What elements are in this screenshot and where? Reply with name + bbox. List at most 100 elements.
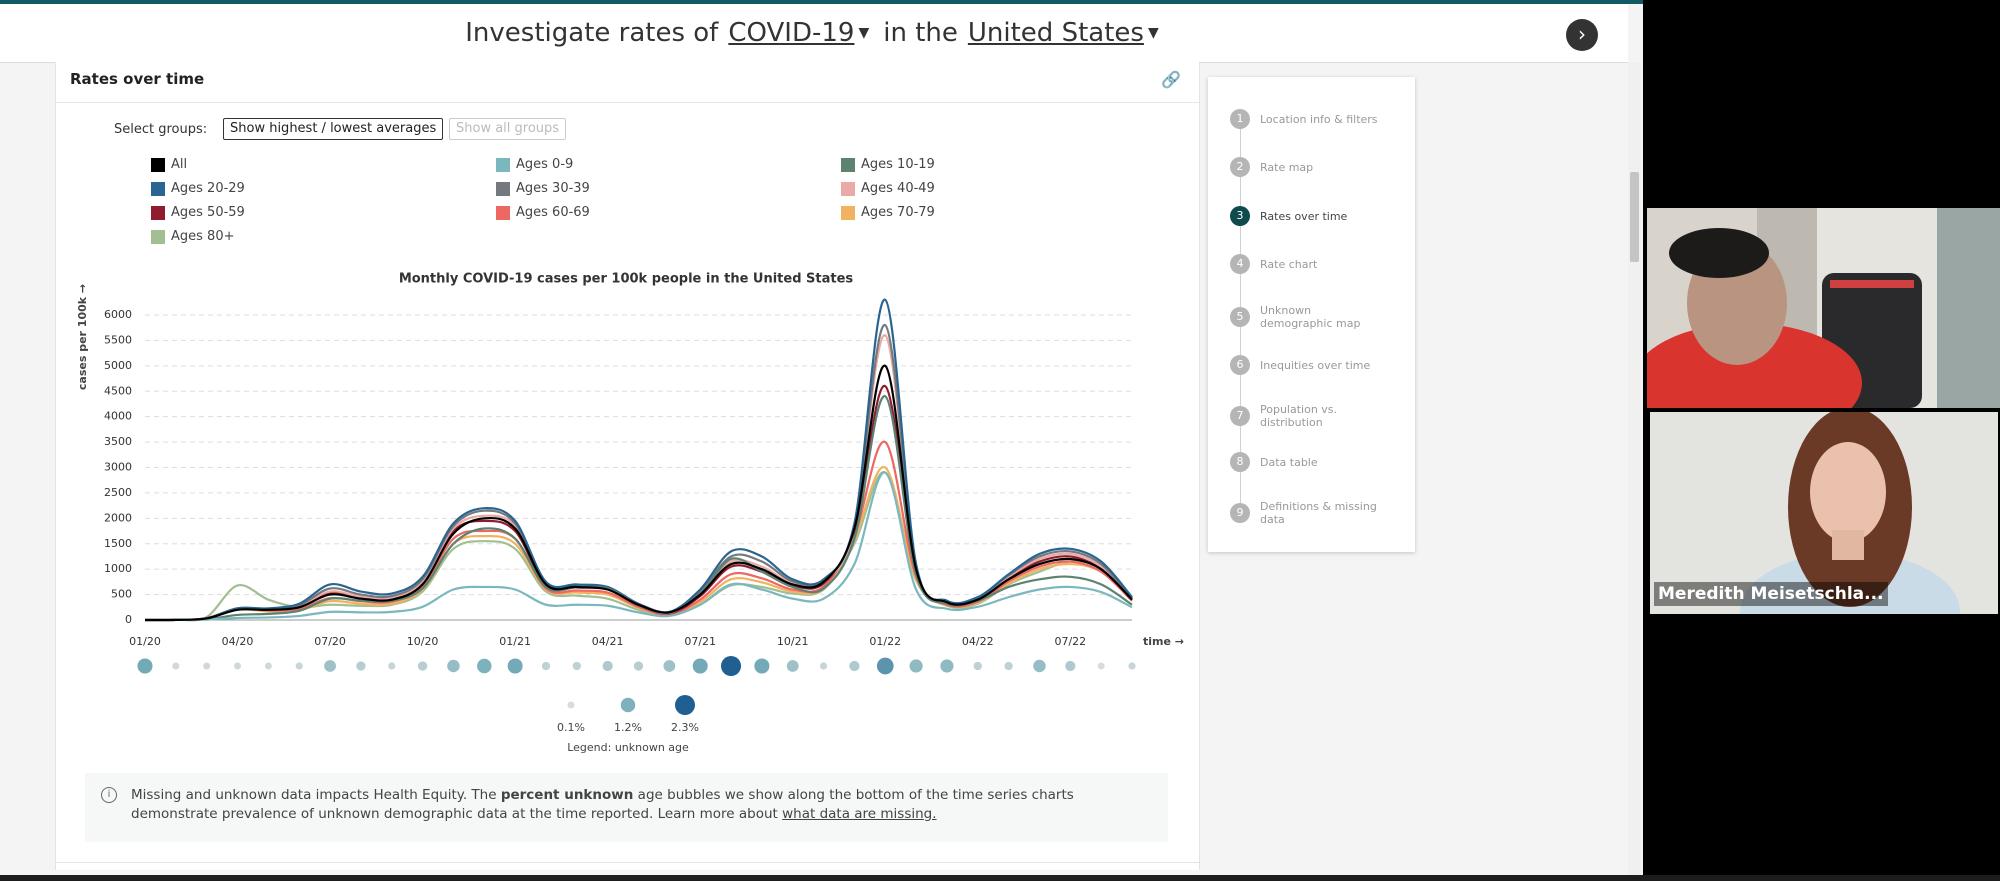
step-label: Data table	[1260, 455, 1318, 469]
legend-label: Ages 70-79	[861, 205, 935, 220]
series-line	[144, 440, 1133, 622]
participant-name: Meredith Meisetschla...	[1654, 582, 1888, 606]
scroll-thumb[interactable]	[1630, 172, 1639, 262]
legend-label: Ages 60-69	[516, 205, 590, 220]
legend-label: Ages 0-9	[516, 157, 574, 172]
app-window: Investigate rates of COVID-19 ▼ in the Un…	[0, 0, 1643, 875]
legend-swatch	[496, 157, 510, 172]
y-tick-label: 2500	[104, 486, 132, 499]
legend-swatch	[841, 181, 855, 196]
x-tick-label: 10/21	[777, 635, 809, 648]
bubble-legend-title: Legend: unknown age	[567, 741, 689, 754]
caret: ▼	[1147, 25, 1159, 41]
legend-item[interactable]: Ages 0-9	[496, 157, 573, 172]
nav-step[interactable]: 5 Unknown demographic map	[1230, 304, 1410, 330]
x-tick-label: 01/22	[869, 635, 901, 648]
card-divider	[56, 862, 1199, 871]
y-tick-label: 1500	[104, 537, 132, 550]
y-tick-label: 4000	[104, 410, 132, 423]
x-tick-label: 01/21	[499, 635, 531, 648]
unknown-bubble	[1065, 660, 1076, 672]
legend-swatch	[151, 157, 165, 172]
nav-step[interactable]: 6 Inequities over time	[1230, 355, 1410, 375]
series-line	[144, 334, 1133, 622]
unknown-bubble	[541, 661, 551, 671]
legend-label: All	[171, 157, 188, 172]
unknown-bubble	[876, 657, 894, 675]
info-link[interactable]: what data are missing.	[782, 806, 937, 822]
y-tick-label: 3500	[104, 435, 132, 448]
y-tick-label: 5000	[104, 359, 132, 372]
step-label: Rates over time	[1260, 209, 1348, 223]
series-line	[144, 395, 1133, 622]
step-label: Unknown demographic map	[1260, 304, 1361, 330]
toggle-button[interactable]: Show all groups	[449, 118, 567, 140]
header-connector: in the	[883, 18, 958, 48]
header-bar: Investigate rates of COVID-19 ▼ in the Un…	[0, 4, 1628, 63]
y-tick-label: 5500	[104, 333, 132, 346]
unknown-bubble	[692, 658, 708, 674]
chair-stripe	[1830, 280, 1914, 288]
legend-item[interactable]: All	[151, 157, 187, 172]
unknown-bubble	[356, 661, 366, 671]
nav-step[interactable]: 8 Data table	[1230, 452, 1410, 472]
series-line	[144, 385, 1133, 622]
legend-item[interactable]: Ages 40-49	[841, 181, 935, 196]
unknown-bubble	[786, 660, 799, 672]
nav-step[interactable]: 7 Population vs. distribution	[1230, 403, 1410, 429]
x-tick-label: 04/20	[222, 635, 254, 648]
nav-step[interactable]: 4 Rate chart	[1230, 254, 1410, 274]
unknown-bubble	[234, 662, 242, 670]
step-number: 7	[1230, 406, 1250, 426]
card-header: Rates over time 🔗	[56, 62, 1199, 103]
x-tick-label: 07/22	[1054, 635, 1086, 648]
legend-item[interactable]: Ages 80+	[151, 229, 234, 244]
legend-swatch	[151, 205, 165, 220]
legend-bubble	[567, 701, 575, 709]
legend-label: Ages 30-39	[516, 181, 590, 196]
series-line	[144, 364, 1133, 622]
unknown-bubble	[137, 658, 153, 674]
unknown-bubble	[172, 662, 180, 670]
y-tick-label: 1000	[104, 562, 132, 575]
toggle-button[interactable]: Show highest / lowest averages	[223, 118, 444, 140]
legend-item[interactable]: Ages 70-79	[841, 205, 935, 220]
nav-step[interactable]: 9 Definitions & missing data	[1230, 500, 1410, 526]
face	[1810, 442, 1886, 542]
nav-step[interactable]: 1 Location info & filters	[1230, 109, 1410, 129]
unknown-bubble	[1033, 659, 1046, 673]
nav-step[interactable]: 2 Rate map	[1230, 157, 1410, 177]
caret: ▼	[858, 25, 870, 41]
unknown-bubble	[203, 662, 211, 670]
link-icon[interactable]: 🔗	[1161, 70, 1181, 89]
unknown-bubble	[633, 661, 644, 671]
unknown-bubble	[447, 659, 460, 673]
unknown-bubble	[849, 660, 860, 672]
location-dropdown[interactable]: United States	[967, 18, 1144, 48]
condition-dropdown[interactable]: COVID-19	[728, 18, 855, 48]
legend-item[interactable]: Ages 60-69	[496, 205, 590, 220]
step-label: Location info & filters	[1260, 112, 1378, 126]
unknown-bubble	[663, 660, 676, 672]
next-button[interactable]: ›	[1566, 19, 1598, 51]
legend-swatch	[841, 205, 855, 220]
scrollbar[interactable]	[1628, 62, 1641, 875]
nav-step[interactable]: 3 Rates over time	[1230, 206, 1410, 226]
neck	[1832, 530, 1864, 560]
legend-item[interactable]: Ages 20-29	[151, 181, 245, 196]
x-tick-label: 10/20	[407, 635, 439, 648]
step-label: Definitions & missing data	[1260, 500, 1377, 526]
series-line	[144, 324, 1133, 622]
legend-swatch	[841, 157, 855, 172]
step-number: 2	[1230, 157, 1250, 177]
card: Rates over time 🔗 Select groups: Show hi…	[55, 62, 1200, 870]
step-label: Rate chart	[1260, 257, 1318, 271]
legend-item[interactable]: Ages 30-39	[496, 181, 590, 196]
step-label: Inequities over time	[1260, 358, 1371, 372]
info-box: i Missing and unknown data impacts Healt…	[85, 773, 1168, 842]
x-tick-label: 04/22	[962, 635, 994, 648]
legend-item[interactable]: Ages 10-19	[841, 157, 935, 172]
legend-swatch	[151, 229, 165, 244]
legend-item[interactable]: Ages 50-59	[151, 205, 245, 220]
